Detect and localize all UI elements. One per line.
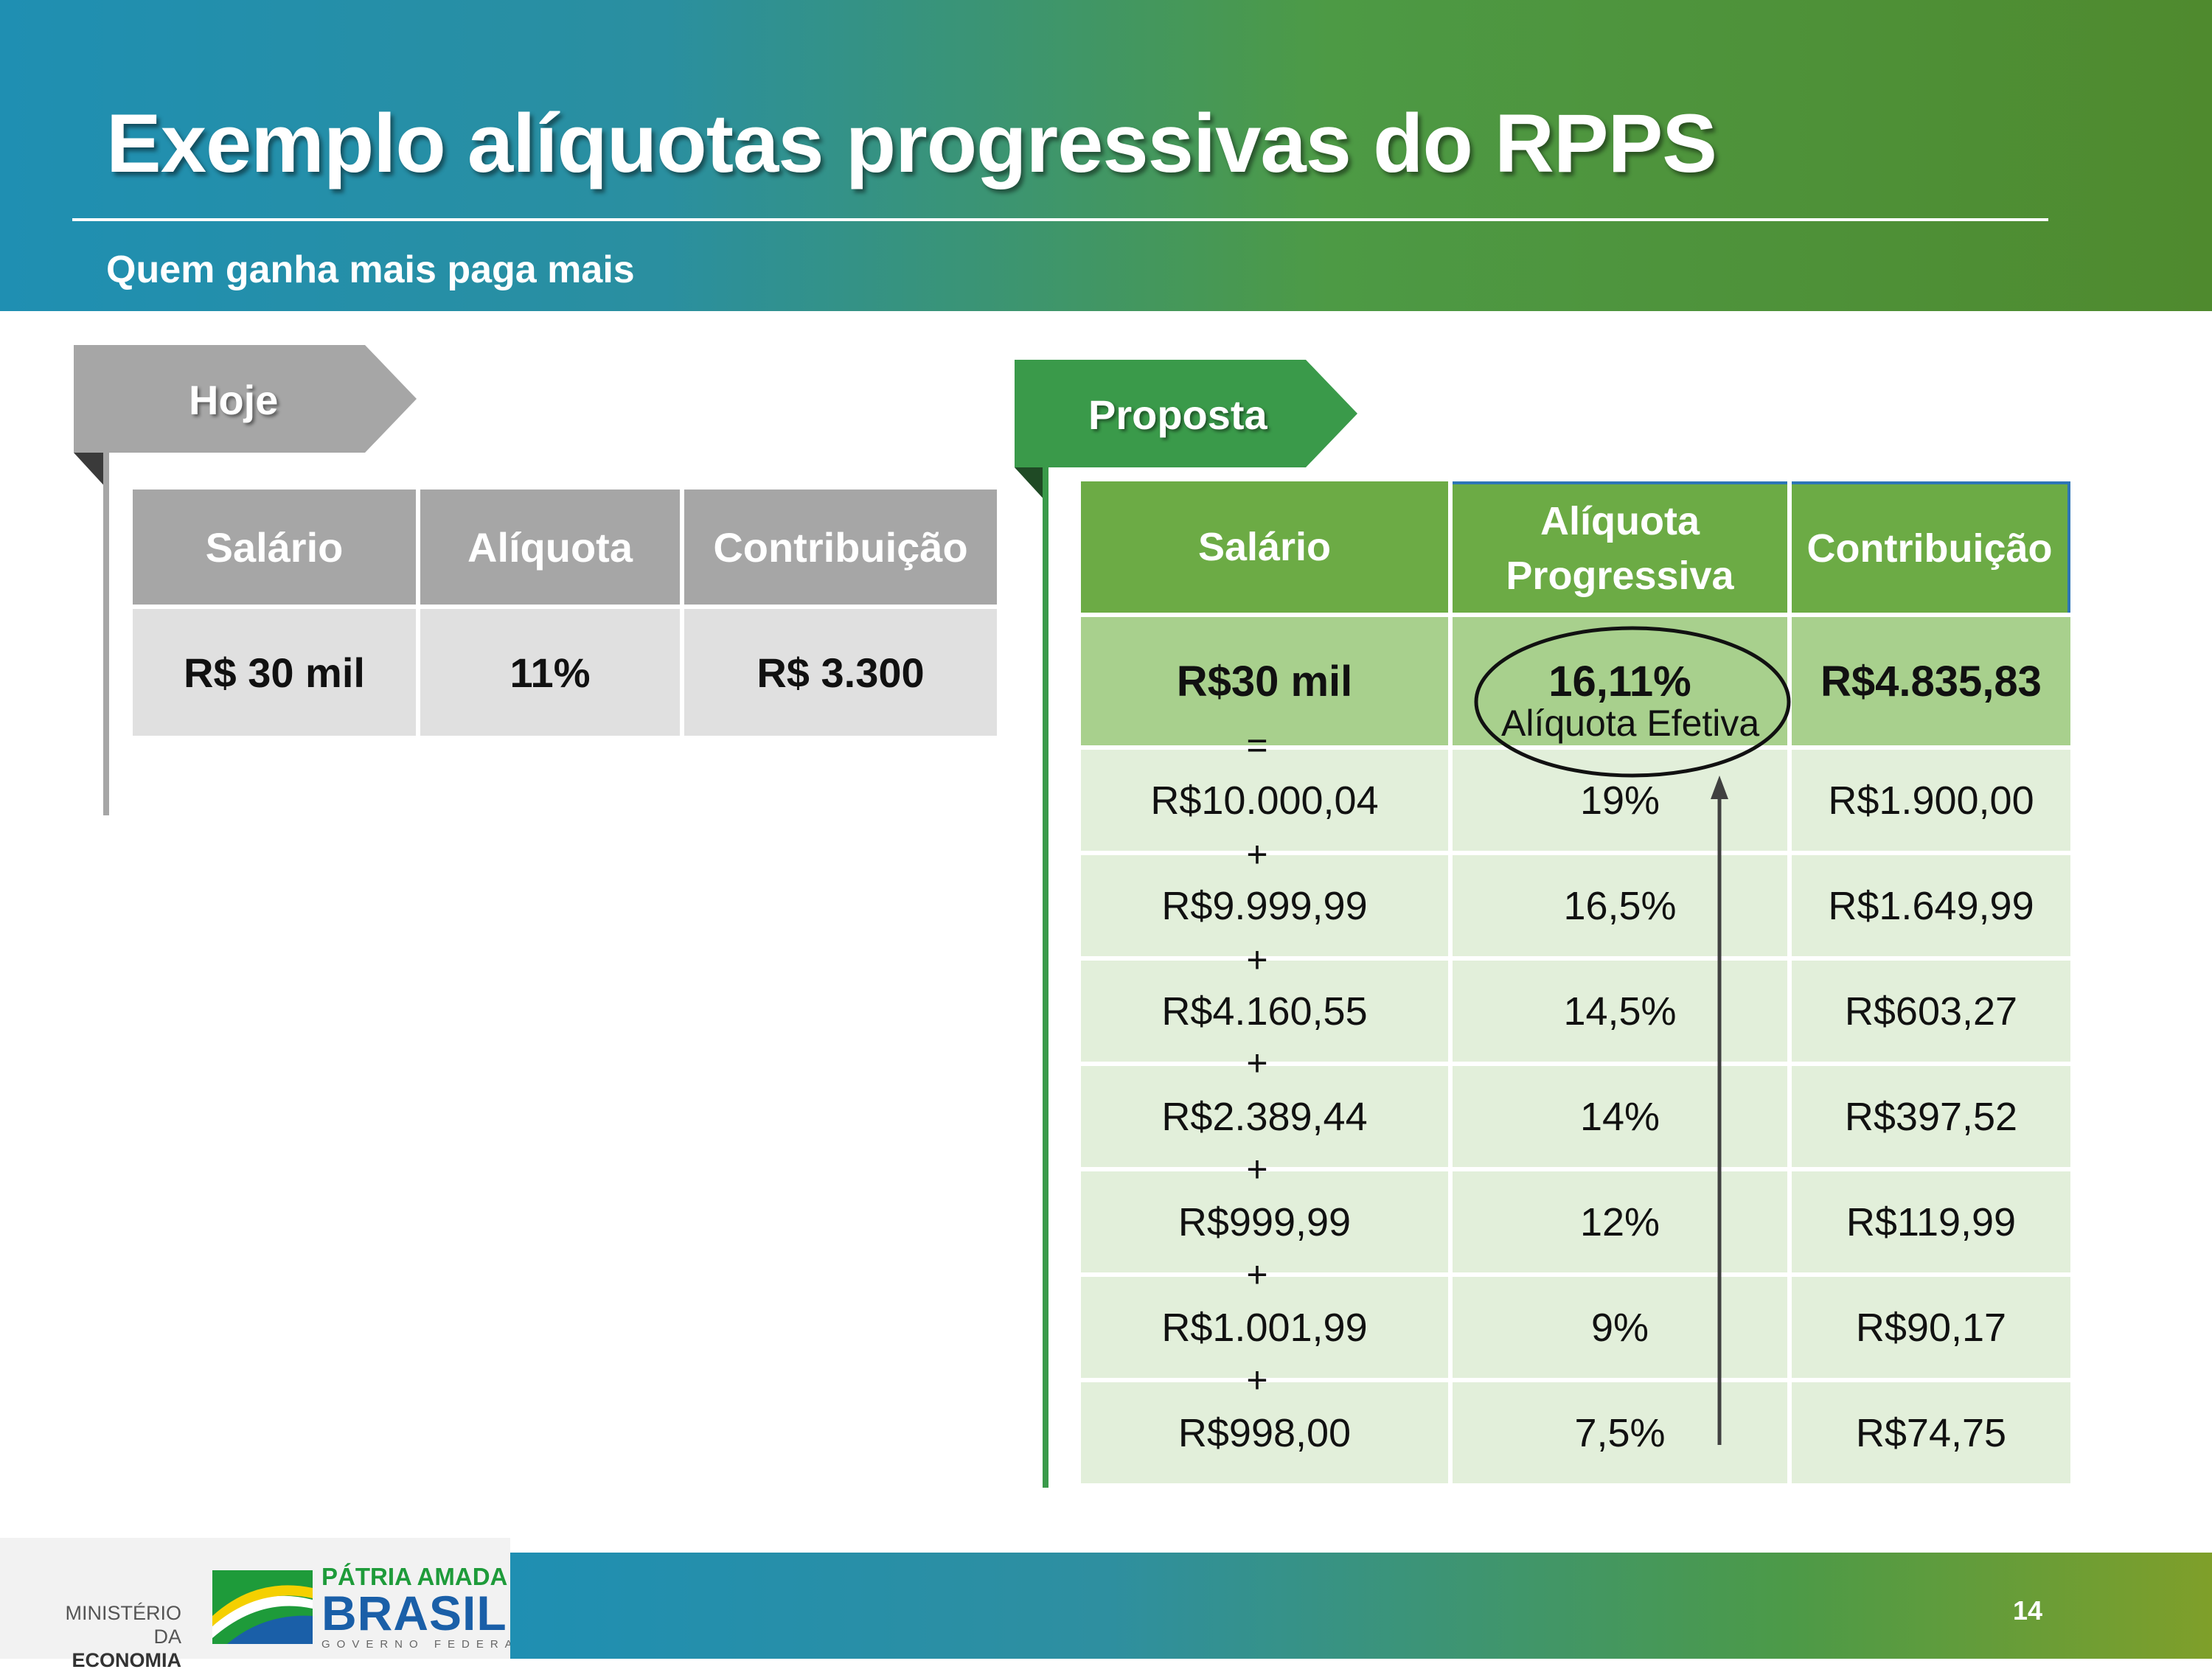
bracket-row: R$2.389,44 14% R$397,52 — [1081, 1066, 2070, 1167]
proposal-header-row: Salário Alíquota Progressiva Contribuiçã… — [1081, 481, 2070, 613]
proposal-col-salary: Salário — [1081, 481, 1448, 613]
bracket-rate: 14,5% — [1453, 961, 1787, 1062]
operator-plus: + — [1246, 1359, 1268, 1401]
header-banner — [0, 0, 2212, 311]
bracket-rate: 14% — [1453, 1066, 1787, 1167]
up-arrow-icon — [1711, 776, 1728, 1445]
footer-bar — [510, 1553, 2212, 1659]
ministry-label: MINISTÉRIO DA ECONOMIA — [59, 1601, 181, 1672]
proposal-table: Salário Alíquota Progressiva Contribuiçã… — [1077, 477, 2075, 1488]
logo-line3: GOVERNO FEDERAL — [321, 1638, 532, 1651]
bracket-contribution: R$119,99 — [1792, 1171, 2070, 1272]
proposal-flag-label: Proposta — [1088, 391, 1267, 438]
bracket-contribution: R$397,52 — [1792, 1066, 2070, 1167]
today-flag: Hoje — [74, 345, 420, 489]
page-title: Exemplo alíquotas progressivas do RPPS — [106, 97, 1717, 189]
page-number: 14 — [2013, 1595, 2043, 1626]
today-header-row: Salário Alíquota Contribuição — [133, 490, 997, 605]
bracket-row: R$1.001,99 9% R$90,17 — [1081, 1277, 2070, 1378]
today-flag-label: Hoje — [189, 377, 279, 423]
proposal-total-contribution: R$4.835,83 — [1792, 617, 2070, 745]
operator-equals: = — [1246, 725, 1268, 766]
today-data-row: R$ 30 mil 11% R$ 3.300 — [133, 609, 997, 736]
today-flag-shape — [74, 345, 417, 489]
bracket-rate: 16,5% — [1453, 855, 1787, 956]
bracket-salary: R$999,99 — [1081, 1171, 1448, 1272]
bracket-salary: R$2.389,44 — [1081, 1066, 1448, 1167]
bracket-salary: R$9.999,99 — [1081, 855, 1448, 956]
operator-plus: + — [1246, 939, 1268, 980]
operator-plus: + — [1246, 1149, 1268, 1190]
ministry-line1: MINISTÉRIO DA — [65, 1602, 181, 1648]
bracket-row: R$999,99 12% R$119,99 — [1081, 1171, 2070, 1272]
proposal-total-rate: 16,11% — [1453, 617, 1787, 745]
bracket-contribution: R$1.649,99 — [1792, 855, 2070, 956]
proposal-col-rate-line2: Progressiva — [1506, 554, 1734, 598]
operator-plus: + — [1246, 1254, 1268, 1295]
bracket-contribution: R$90,17 — [1792, 1277, 2070, 1378]
proposal-col-contribution: Contribuição — [1792, 481, 2070, 613]
today-col-salary: Salário — [133, 490, 416, 605]
operator-plus: + — [1246, 1042, 1268, 1084]
bracket-salary: R$10.000,04 — [1081, 750, 1448, 851]
bracket-row: R$9.999,99 16,5% R$1.649,99 — [1081, 855, 2070, 956]
today-col-rate: Alíquota — [420, 490, 680, 605]
today-table: Salário Alíquota Contribuição R$ 30 mil … — [128, 485, 1001, 740]
proposal-total-salary: R$30 mil — [1081, 617, 1448, 745]
logo-line2: BRASIL — [321, 1586, 507, 1640]
bracket-rate: 9% — [1453, 1277, 1787, 1378]
effective-rate-ellipse — [1474, 626, 1791, 778]
brasil-wordmark: PÁTRIA AMADA BRASIL GOVERNO FEDERAL — [321, 1564, 532, 1650]
proposal-total-rate-value: 16,11% — [1548, 657, 1691, 706]
today-salary: R$ 30 mil — [133, 609, 416, 736]
bracket-salary: R$4.160,55 — [1081, 961, 1448, 1062]
bracket-row: R$10.000,04 19% R$1.900,00 — [1081, 750, 2070, 851]
operator-plus: + — [1246, 834, 1268, 875]
proposal-col-rate-line1: Alíquota — [1540, 499, 1700, 543]
proposal-flag-pole — [1043, 467, 1048, 1488]
proposal-flag: Proposta — [1015, 360, 1361, 504]
bracket-row: R$998,00 7,5% R$74,75 — [1081, 1382, 2070, 1483]
bracket-rate: 12% — [1453, 1171, 1787, 1272]
effective-rate-note: Alíquota Efetiva — [1501, 703, 1760, 744]
header-divider — [72, 218, 2048, 221]
today-contribution: R$ 3.300 — [684, 609, 997, 736]
proposal-total-row: R$30 mil 16,11% R$4.835,83 — [1081, 617, 2070, 745]
bracket-contribution: R$603,27 — [1792, 961, 2070, 1062]
proposal-flag-shape — [1015, 360, 1357, 504]
today-rate: 11% — [420, 609, 680, 736]
bracket-row: R$4.160,55 14,5% R$603,27 — [1081, 961, 2070, 1062]
bracket-salary: R$998,00 — [1081, 1382, 1448, 1483]
today-col-contribution: Contribuição — [684, 490, 997, 605]
bracket-salary: R$1.001,99 — [1081, 1277, 1448, 1378]
ministry-line2: ECONOMIA — [72, 1649, 182, 1671]
page-subtitle: Quem ganha mais paga mais — [106, 248, 635, 291]
today-flag-pole — [103, 453, 109, 815]
brasil-logo-icon — [212, 1570, 313, 1644]
bracket-contribution: R$1.900,00 — [1792, 750, 2070, 851]
bracket-rate: 19% — [1453, 750, 1787, 851]
proposal-col-rate: Alíquota Progressiva — [1453, 481, 1787, 613]
logo-line1: PÁTRIA AMADA — [321, 1563, 508, 1590]
bracket-rate: 7,5% — [1453, 1382, 1787, 1483]
bracket-contribution: R$74,75 — [1792, 1382, 2070, 1483]
